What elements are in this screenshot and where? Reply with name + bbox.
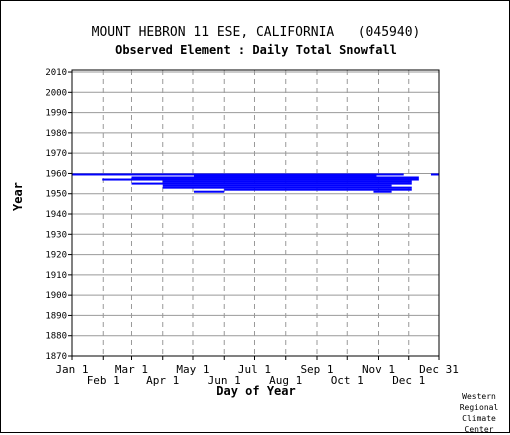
- data-bar: [131, 176, 419, 179]
- x-tick-label: Aug 1: [269, 374, 302, 387]
- x-tick-label: Oct 1: [331, 374, 364, 387]
- x-tick-label: Feb 1: [87, 374, 120, 387]
- data-bar: [193, 190, 225, 193]
- data-bar: [193, 174, 377, 177]
- x-tick-label: Jul 1: [238, 363, 271, 376]
- y-tick-label: 1910: [45, 271, 67, 281]
- plot-border: [71, 69, 440, 357]
- data-bar: [102, 178, 419, 181]
- chart-subtitle: Observed Element : Daily Total Snowfall: [115, 43, 397, 57]
- x-tick-label: Sep 1: [300, 363, 333, 376]
- credit-label: Western Regional Climate Center: [459, 392, 499, 434]
- data-bar: [430, 173, 439, 176]
- x-tick-label: Apr 1: [146, 374, 179, 387]
- data-bar: [373, 190, 392, 193]
- x-tick-label: Nov 1: [362, 363, 395, 376]
- y-tick-label: 2000: [45, 88, 67, 98]
- x-tick-label: Jan 1: [55, 363, 88, 376]
- y-tick-label: 1900: [45, 291, 67, 301]
- y-tick-label: 1890: [45, 311, 67, 321]
- y-tick-label: 1920: [45, 251, 67, 261]
- y-tick-label: 1930: [45, 230, 67, 240]
- y-tick-label: 1880: [45, 332, 67, 342]
- data-bar: [131, 182, 412, 185]
- x-tick-label: Jun 1: [208, 374, 241, 387]
- data-bar: [162, 184, 392, 187]
- x-tick-label: Dec 31: [419, 363, 459, 376]
- plot-area: [72, 70, 439, 356]
- y-tick-label: 2010: [45, 68, 67, 78]
- x-tick-label: May 1: [176, 363, 209, 376]
- y-tick-label: 1970: [45, 149, 67, 159]
- data-bar: [162, 186, 412, 189]
- x-tick-label: Dec 1: [392, 374, 425, 387]
- y-tick-label: 1990: [45, 109, 67, 119]
- x-axis-label: Day of Year: [216, 384, 296, 398]
- y-tick-label: 1950: [45, 190, 67, 200]
- y-tick-label: 1980: [45, 129, 67, 139]
- y-tick-label: 1940: [45, 210, 67, 220]
- chart-title: MOUNT HEBRON 11 ESE, CALIFORNIA (045940): [91, 25, 421, 40]
- y-tick-label: 1870: [45, 352, 67, 362]
- y-tick-label: 1960: [45, 169, 67, 179]
- x-tick-label: Mar 1: [115, 363, 148, 376]
- data-bar: [162, 180, 412, 183]
- data-bar: [224, 188, 412, 191]
